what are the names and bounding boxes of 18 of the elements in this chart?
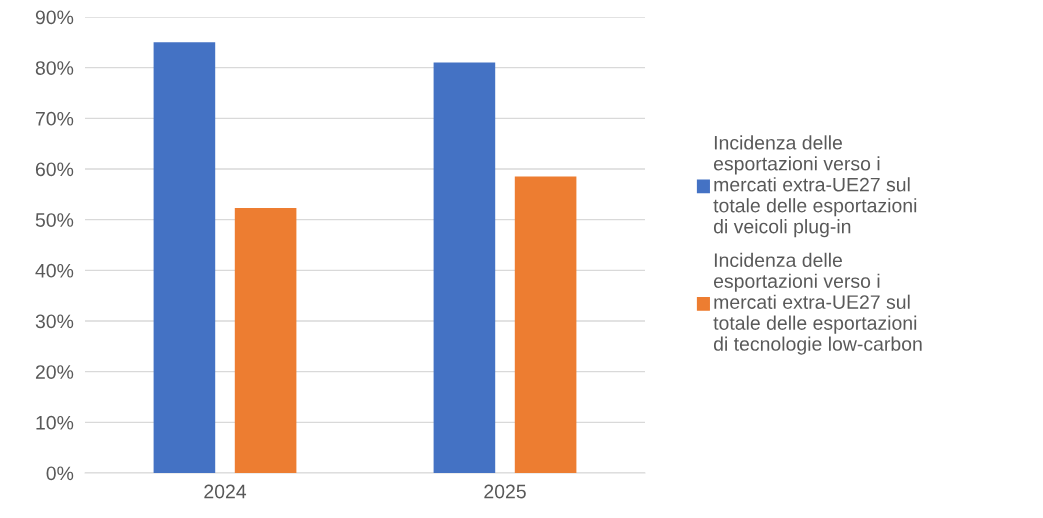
y-tick-label: 20% <box>35 365 74 379</box>
bar <box>514 176 577 473</box>
x-tick-label: 2024 <box>204 484 247 499</box>
y-tick-label: 0% <box>46 466 74 481</box>
y-tick-label: 70% <box>35 111 74 126</box>
y-tick-label: 10% <box>36 415 74 430</box>
y-tick-label: 90% <box>35 10 74 25</box>
y-tick-label: 30% <box>35 314 74 329</box>
y-tick-label: 50% <box>35 213 74 227</box>
bar <box>153 42 216 473</box>
legend-label: Incidenza delle esportazioni verso i mercati extra-UE27 sul totale delle esportazioni di veicoli plug-in <box>713 135 917 238</box>
y-tick-label: 80% <box>35 61 74 75</box>
x-tick-label: 2025 <box>484 484 526 499</box>
y-tick-label: 60% <box>35 162 74 177</box>
legend-label: Incidenza delle esportazioni verso i mercati extra-UE27 sul totale delle esportazioni di tecnologie low-carbon <box>713 252 922 355</box>
y-tick-label: 40% <box>35 263 74 278</box>
bar <box>433 62 496 473</box>
bar <box>234 208 297 473</box>
